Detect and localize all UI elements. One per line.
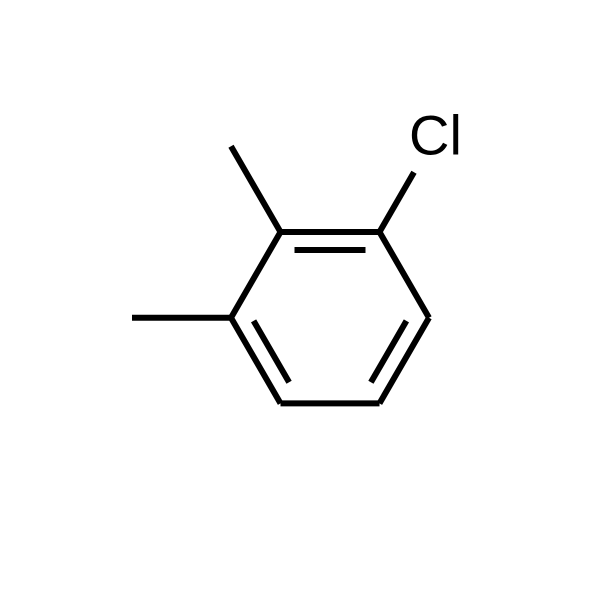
molecule-canvas: Cl <box>0 0 600 600</box>
bond-line <box>371 321 406 382</box>
bond-line <box>380 232 430 318</box>
bond-line <box>380 172 414 232</box>
bond-line <box>254 321 289 382</box>
bond-line <box>231 146 281 232</box>
bond-line <box>231 232 281 318</box>
atom-label-cl: Cl <box>409 103 462 166</box>
